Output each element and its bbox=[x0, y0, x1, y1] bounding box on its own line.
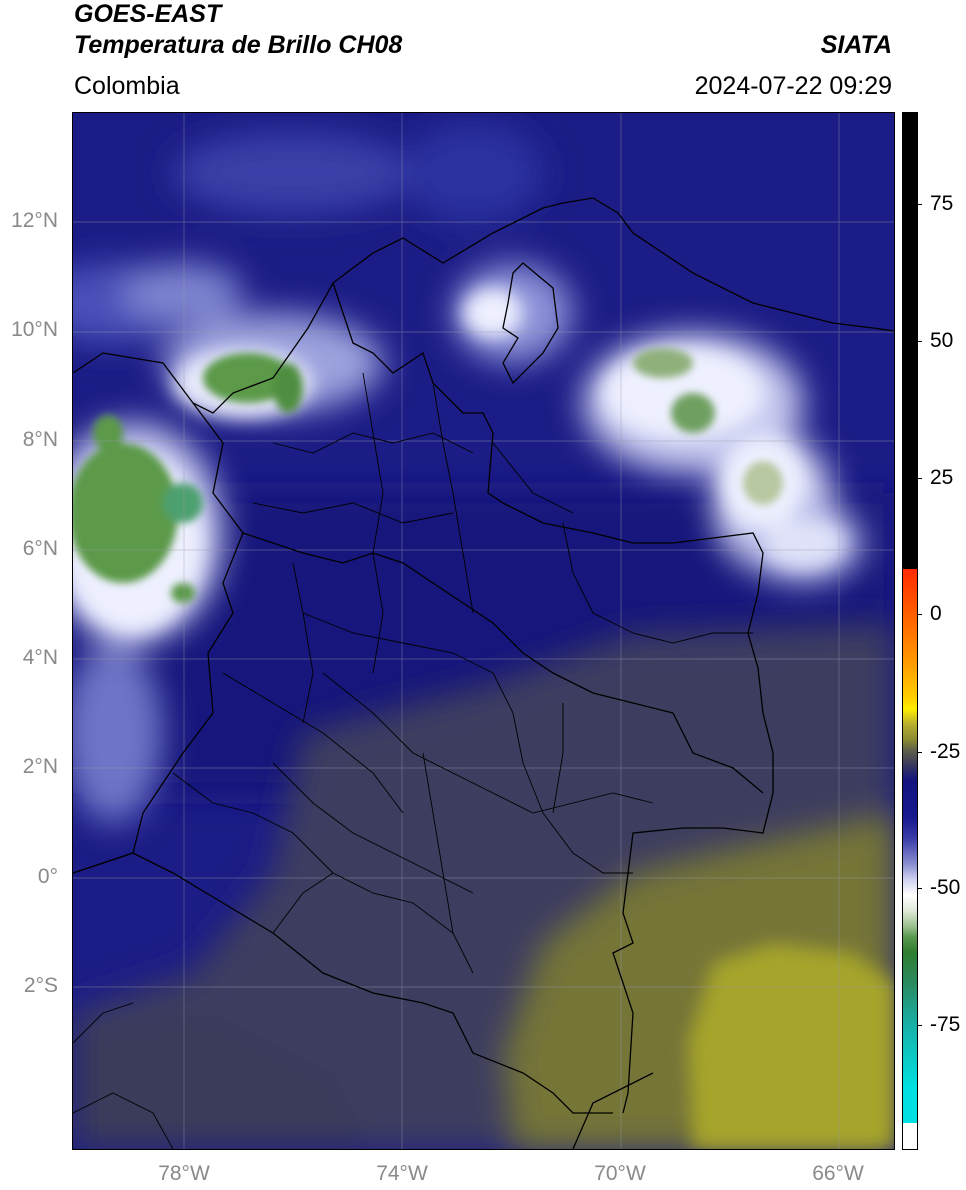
lon-label-66w: 66°W bbox=[812, 1162, 864, 1185]
colorbar-label-0: 0 bbox=[930, 602, 942, 625]
lat-label-4n: 4°N bbox=[22, 646, 58, 669]
satellite-title: GOES-EAST bbox=[74, 0, 222, 28]
datetime-label: 2024-07-22 09:29 bbox=[694, 72, 892, 100]
lat-label-12n: 12°N bbox=[11, 209, 58, 232]
colorbar bbox=[902, 112, 918, 1150]
lon-label-74w: 74°W bbox=[376, 1162, 428, 1185]
lon-label-70w: 70°W bbox=[594, 1162, 646, 1185]
colorbar-label-neg75: -75 bbox=[930, 1013, 961, 1036]
convective-cores bbox=[73, 348, 783, 603]
colorbar-tick bbox=[917, 888, 922, 889]
colorbar-label-75: 75 bbox=[930, 192, 954, 215]
colorbar-tick bbox=[917, 614, 922, 615]
colorbar-tick bbox=[917, 752, 922, 753]
product-title: Temperatura de Brillo CH08 bbox=[74, 31, 403, 59]
country-borders bbox=[73, 197, 894, 1149]
lon-label-78w: 78°W bbox=[158, 1162, 210, 1185]
map-canvas bbox=[73, 113, 894, 1149]
lat-label-10n: 10°N bbox=[11, 318, 58, 341]
colorbar-tick bbox=[917, 204, 922, 205]
yellow-region bbox=[688, 943, 894, 1149]
colorbar-label-50: 50 bbox=[930, 329, 954, 352]
satellite-map bbox=[72, 112, 895, 1150]
lat-label-6n: 6°N bbox=[22, 537, 58, 560]
colorbar-tick bbox=[917, 1025, 922, 1026]
department-borders bbox=[73, 372, 753, 1149]
colorbar-label-25: 25 bbox=[930, 466, 954, 489]
lat-label-8n: 8°N bbox=[22, 428, 58, 451]
colorbar-label-neg25: -25 bbox=[930, 740, 961, 763]
lat-label-2s: 2°S bbox=[23, 974, 58, 997]
region-label: Colombia bbox=[74, 72, 180, 100]
colorbar-tick bbox=[917, 478, 922, 479]
colorbar-label-neg50: -50 bbox=[930, 876, 961, 899]
brand-label: SIATA bbox=[820, 31, 892, 59]
colorbar-tick bbox=[917, 341, 922, 342]
lat-label-0: 0° bbox=[37, 865, 58, 888]
lat-label-2n: 2°N bbox=[22, 755, 58, 778]
